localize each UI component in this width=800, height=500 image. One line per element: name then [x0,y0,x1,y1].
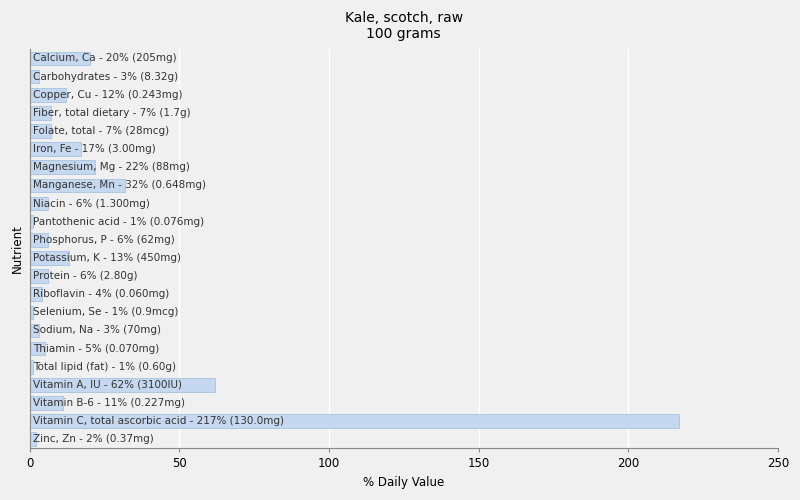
Text: Riboflavin - 4% (0.060mg): Riboflavin - 4% (0.060mg) [33,289,169,299]
Bar [30,270,48,283]
Text: Copper, Cu - 12% (0.243mg): Copper, Cu - 12% (0.243mg) [33,90,182,100]
Text: Vitamin A, IU - 62% (3100IU): Vitamin A, IU - 62% (3100IU) [33,380,182,390]
Bar [30,396,62,410]
Bar [30,324,38,338]
Bar [30,142,81,156]
Bar [30,414,679,428]
Bar [30,215,33,228]
X-axis label: % Daily Value: % Daily Value [363,476,444,489]
Text: Sodium, Na - 3% (70mg): Sodium, Na - 3% (70mg) [33,326,161,336]
Text: Potassium, K - 13% (450mg): Potassium, K - 13% (450mg) [33,253,181,263]
Text: Vitamin C, total ascorbic acid - 217% (130.0mg): Vitamin C, total ascorbic acid - 217% (1… [33,416,284,426]
Bar [30,306,33,319]
Y-axis label: Nutrient: Nutrient [11,224,24,274]
Text: Zinc, Zn - 2% (0.37mg): Zinc, Zn - 2% (0.37mg) [33,434,154,444]
Bar [30,360,33,374]
Bar [30,251,69,264]
Text: Phosphorus, P - 6% (62mg): Phosphorus, P - 6% (62mg) [33,235,174,245]
Bar [30,288,42,301]
Text: Magnesium, Mg - 22% (88mg): Magnesium, Mg - 22% (88mg) [33,162,190,172]
Bar [30,178,126,192]
Text: Thiamin - 5% (0.070mg): Thiamin - 5% (0.070mg) [33,344,159,353]
Bar [30,124,50,138]
Text: Selenium, Se - 1% (0.9mcg): Selenium, Se - 1% (0.9mcg) [33,308,178,318]
Text: Pantothenic acid - 1% (0.076mg): Pantothenic acid - 1% (0.076mg) [33,216,204,226]
Text: Niacin - 6% (1.300mg): Niacin - 6% (1.300mg) [33,198,150,208]
Bar [30,160,95,174]
Bar [30,52,90,66]
Bar [30,342,45,355]
Bar [30,106,50,120]
Text: Protein - 6% (2.80g): Protein - 6% (2.80g) [33,271,137,281]
Bar [30,70,38,84]
Bar [30,378,215,392]
Text: Manganese, Mn - 32% (0.648mg): Manganese, Mn - 32% (0.648mg) [33,180,206,190]
Text: Total lipid (fat) - 1% (0.60g): Total lipid (fat) - 1% (0.60g) [33,362,176,372]
Text: Carbohydrates - 3% (8.32g): Carbohydrates - 3% (8.32g) [33,72,178,82]
Bar [30,233,48,246]
Title: Kale, scotch, raw
100 grams: Kale, scotch, raw 100 grams [345,11,462,42]
Text: Folate, total - 7% (28mcg): Folate, total - 7% (28mcg) [33,126,169,136]
Bar [30,432,36,446]
Text: Vitamin B-6 - 11% (0.227mg): Vitamin B-6 - 11% (0.227mg) [33,398,185,408]
Text: Calcium, Ca - 20% (205mg): Calcium, Ca - 20% (205mg) [33,54,176,64]
Text: Fiber, total dietary - 7% (1.7g): Fiber, total dietary - 7% (1.7g) [33,108,190,118]
Text: Iron, Fe - 17% (3.00mg): Iron, Fe - 17% (3.00mg) [33,144,155,154]
Bar [30,88,66,102]
Bar [30,196,48,210]
